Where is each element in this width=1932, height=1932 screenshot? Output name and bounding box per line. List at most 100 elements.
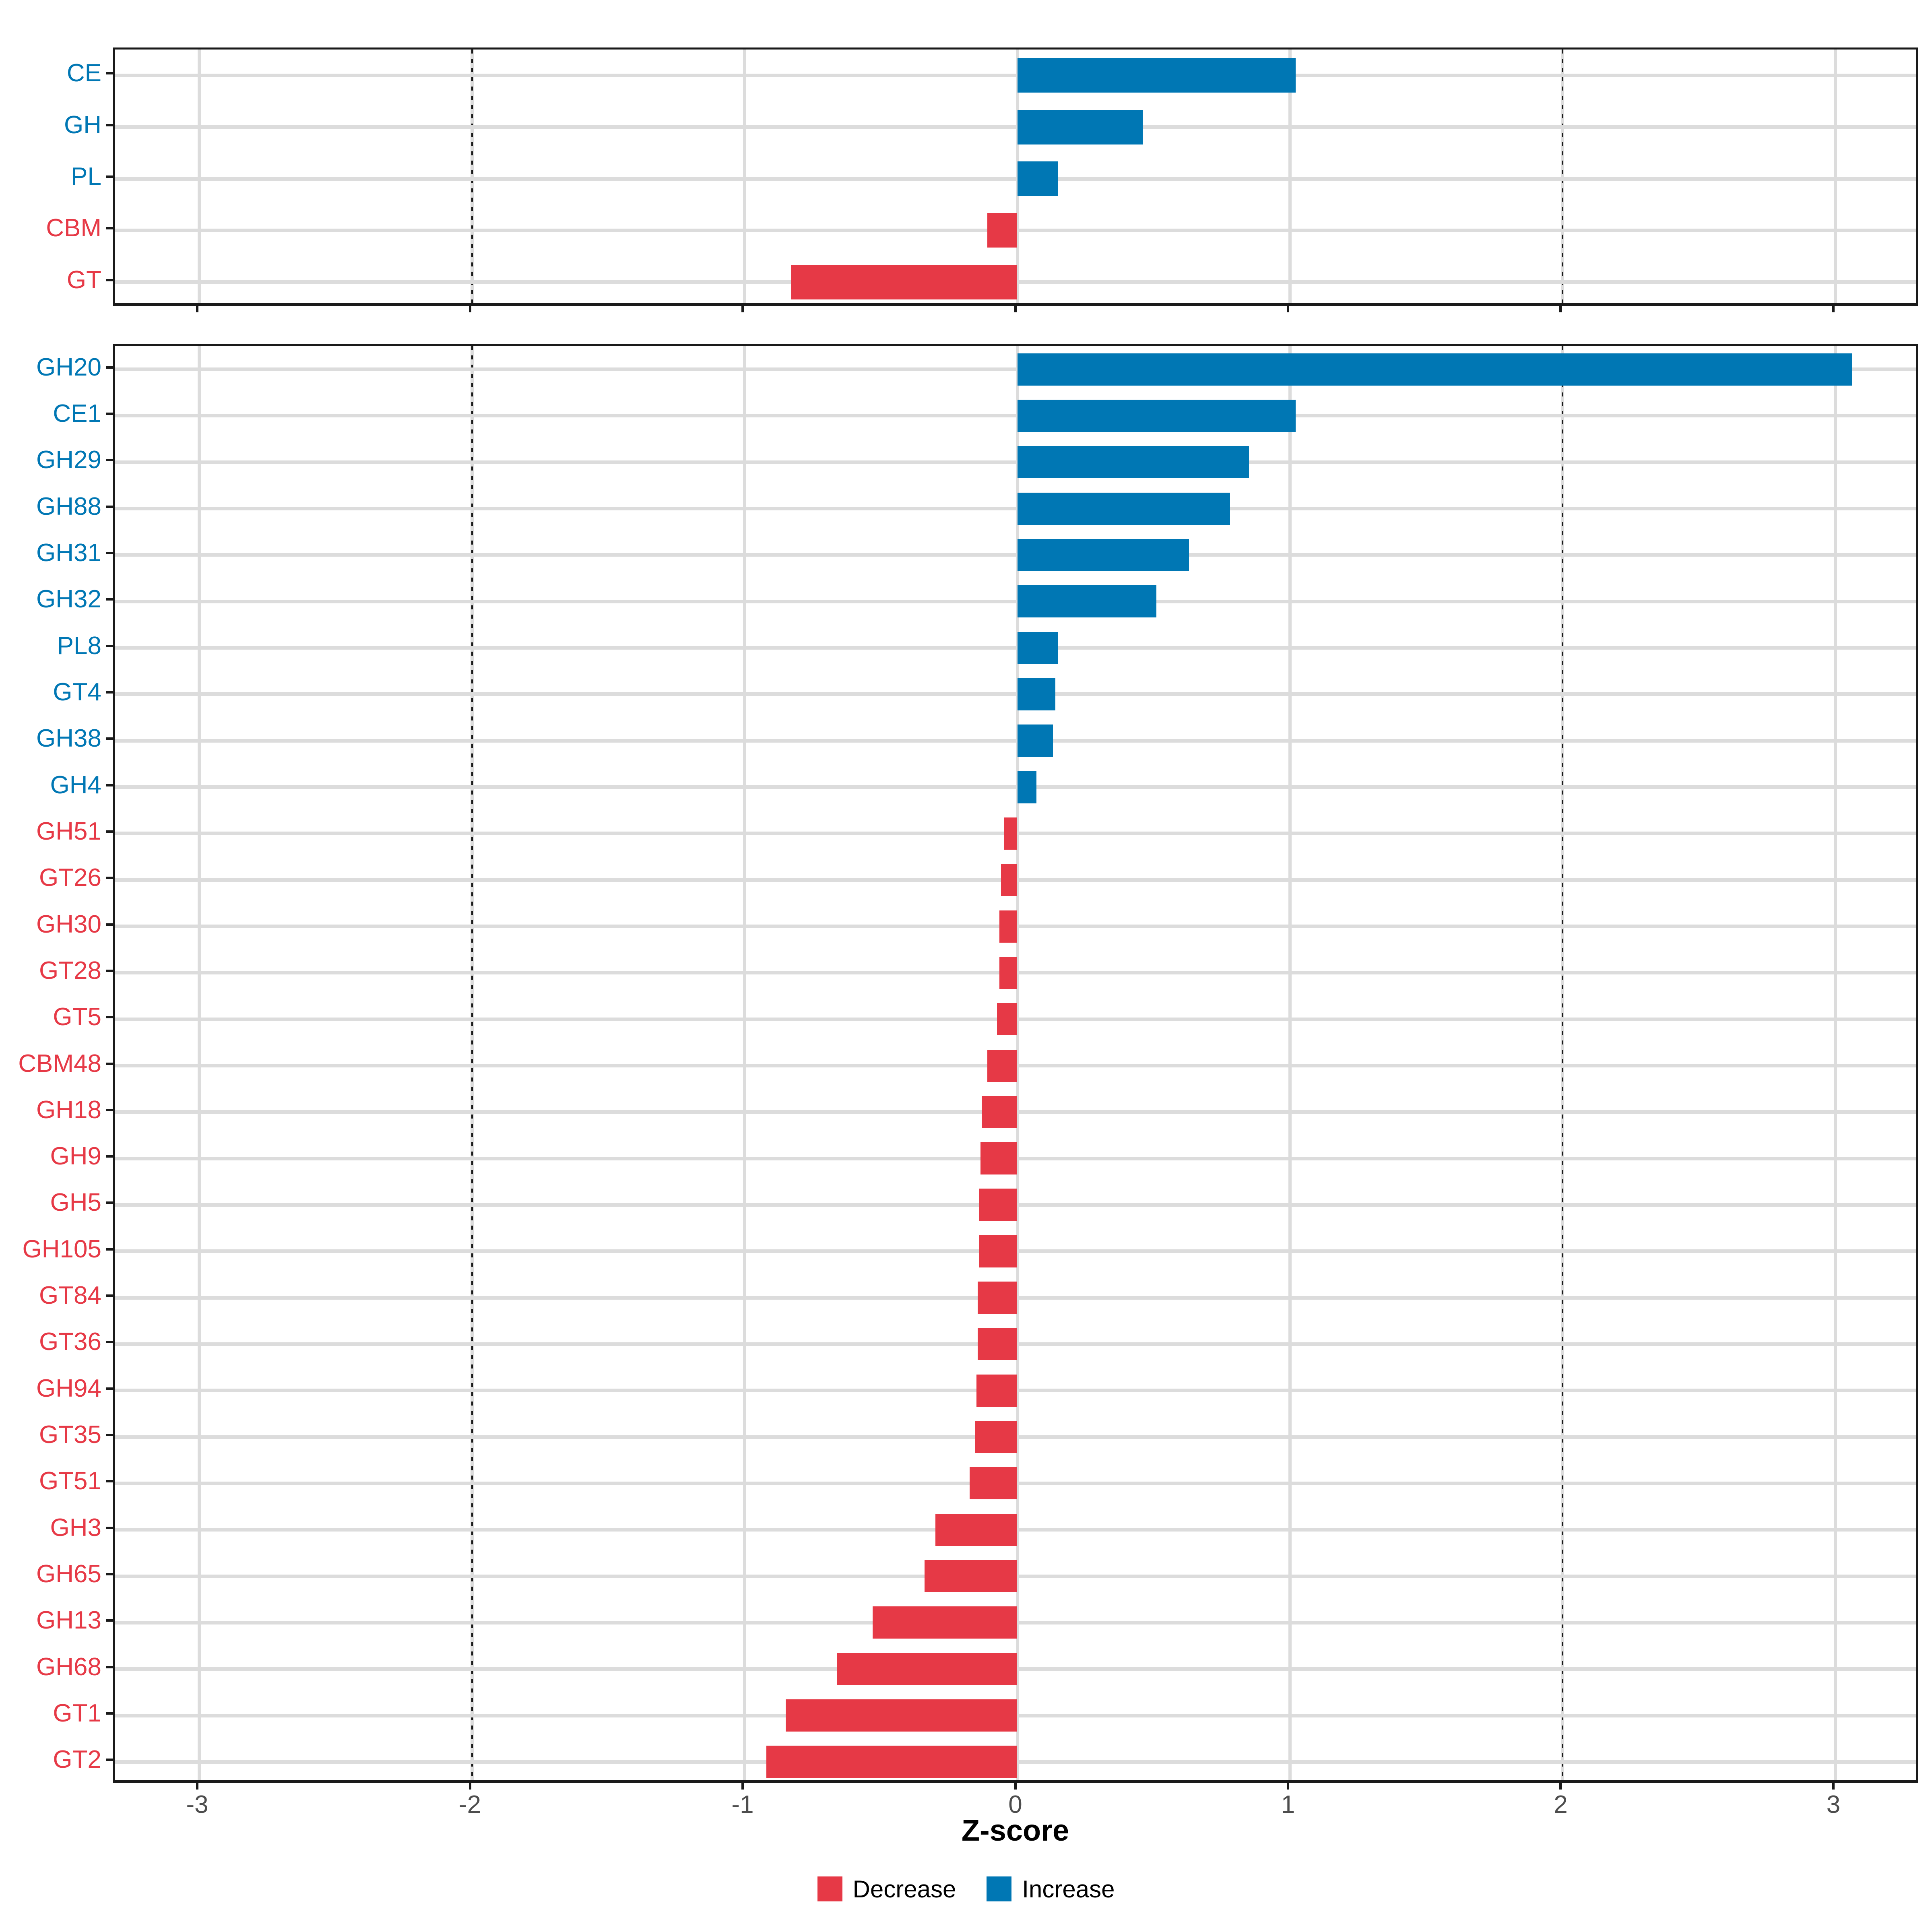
y-axis-tick-CBM (106, 227, 113, 230)
bar-GH29 (1017, 446, 1249, 479)
x-axis-tick--2 (469, 1783, 471, 1790)
y-label-GH94: GH94 (36, 1374, 101, 1402)
y-label-GH18: GH18 (36, 1096, 101, 1124)
y-axis-tick-GT26 (106, 877, 113, 879)
increase-label: Increase (1022, 1875, 1115, 1903)
gridline-x-0 (1016, 346, 1019, 1780)
bar-GT5 (997, 1003, 1018, 1036)
y-axis-tick-GT5 (106, 1016, 113, 1019)
y-axis-tick-GT28 (106, 969, 113, 972)
decrease-label: Decrease (852, 1875, 956, 1903)
bar-GH94 (976, 1374, 1018, 1407)
y-axis-tick-GH65 (106, 1573, 113, 1576)
y-axis-tick-GH9 (106, 1155, 113, 1158)
y-label-GH4: GH4 (50, 771, 101, 799)
gridline-x--3 (198, 346, 201, 1780)
reference-line-x-2 (1562, 346, 1564, 1780)
bar-CE1 (1017, 399, 1296, 432)
bar-GT51 (969, 1467, 1018, 1500)
x-axis-tick-1 (1286, 1783, 1289, 1790)
y-label-GH32: GH32 (36, 585, 101, 613)
legend: Decrease Increase (0, 1871, 1932, 1907)
bar-GH68 (837, 1653, 1018, 1685)
gridline-row-GH88 (115, 507, 1916, 511)
bar-GH65 (925, 1560, 1018, 1593)
gridline-x-3 (1833, 346, 1837, 1780)
bar-GH20 (1017, 353, 1852, 386)
y-label-GT5: GT5 (53, 1003, 101, 1031)
x-axis-tick-1 (1286, 306, 1289, 312)
legend-item-increase: Increase (987, 1875, 1115, 1903)
reference-line-x--2 (471, 50, 473, 303)
y-label-GH13: GH13 (36, 1606, 101, 1635)
x-axis-tick--3 (196, 306, 199, 312)
gridline-row-PL (115, 177, 1916, 181)
x-axis-tick--3 (196, 1783, 199, 1790)
y-label-GH9: GH9 (50, 1142, 101, 1170)
y-label-GH38: GH38 (36, 724, 101, 753)
y-axis-tick-GT84 (106, 1294, 113, 1297)
y-label-GH30: GH30 (36, 910, 101, 938)
bar-GT1 (785, 1699, 1018, 1732)
bar-PL (1017, 161, 1059, 196)
y-axis-tick-GT51 (106, 1480, 113, 1483)
bar-CE (1017, 58, 1296, 93)
y-label-CBM: CBM (46, 214, 101, 242)
y-label-GH65: GH65 (36, 1560, 101, 1588)
y-axis-tick-GT (106, 279, 113, 281)
bar-GH31 (1017, 539, 1189, 571)
gridline-row-PL8 (115, 646, 1916, 650)
y-axis-tick-GH30 (106, 923, 113, 926)
y-axis-tick-GH13 (106, 1619, 113, 1622)
gridline-row-CE (115, 73, 1916, 77)
bar-GH88 (1017, 492, 1230, 525)
x-axis-tick-0 (1014, 306, 1017, 312)
bar-GT84 (978, 1282, 1018, 1314)
y-axis-tick-PL (106, 175, 113, 178)
y-axis-tick-GH38 (106, 737, 113, 740)
gridline-row-CE1 (115, 414, 1916, 418)
gridline-row-GT4 (115, 692, 1916, 696)
panel-cazyme-family (113, 344, 1918, 1783)
y-label-GT51: GT51 (39, 1467, 101, 1495)
y-label-GT26: GT26 (39, 864, 101, 892)
bar-CBM48 (987, 1049, 1018, 1082)
bar-GT2 (766, 1746, 1018, 1778)
y-axis-tick-GH31 (106, 551, 113, 554)
increase-color-swatch (987, 1876, 1012, 1901)
x-axis-tick-0 (1014, 1783, 1017, 1790)
x-tick-label--3: -3 (186, 1791, 208, 1818)
x-tick-label-1: 1 (1281, 1791, 1295, 1818)
gridline-row-GH (115, 125, 1916, 129)
x-axis-tick--1 (741, 1783, 744, 1790)
bar-GT (791, 264, 1018, 299)
y-axis-tick-GT35 (106, 1434, 113, 1437)
gridline-row-GH29 (115, 460, 1916, 464)
bar-GH3 (935, 1513, 1018, 1546)
y-axis-tick-GH94 (106, 1387, 113, 1390)
x-tick-label-3: 3 (1826, 1791, 1841, 1818)
x-axis-tick--2 (469, 306, 471, 312)
x-axis-tick-3 (1832, 306, 1835, 312)
bar-GT28 (999, 956, 1018, 989)
gridline-x-1 (1288, 346, 1292, 1780)
y-axis-tick-GT36 (106, 1341, 113, 1344)
x-tick-label-2: 2 (1554, 1791, 1568, 1818)
x-tick-label--2: -2 (458, 1791, 481, 1818)
y-label-GT35: GT35 (39, 1421, 101, 1449)
gridline-row-GH38 (115, 739, 1916, 743)
bar-GH30 (999, 910, 1018, 943)
gridline-x-3 (1833, 50, 1837, 303)
y-axis-tick-CE1 (106, 412, 113, 415)
y-label-GH5: GH5 (50, 1189, 101, 1217)
gridline-row-GH20 (115, 367, 1916, 372)
bar-GT26 (1001, 864, 1018, 896)
bar-GH18 (982, 1096, 1018, 1128)
y-label-GH31: GH31 (36, 539, 101, 567)
panel-cazyme-class (113, 47, 1918, 306)
x-axis-tick-3 (1832, 1783, 1835, 1790)
gridline-x--1 (743, 50, 746, 303)
y-label-GT84: GT84 (39, 1282, 101, 1310)
gridline-row-GH4 (115, 785, 1916, 789)
